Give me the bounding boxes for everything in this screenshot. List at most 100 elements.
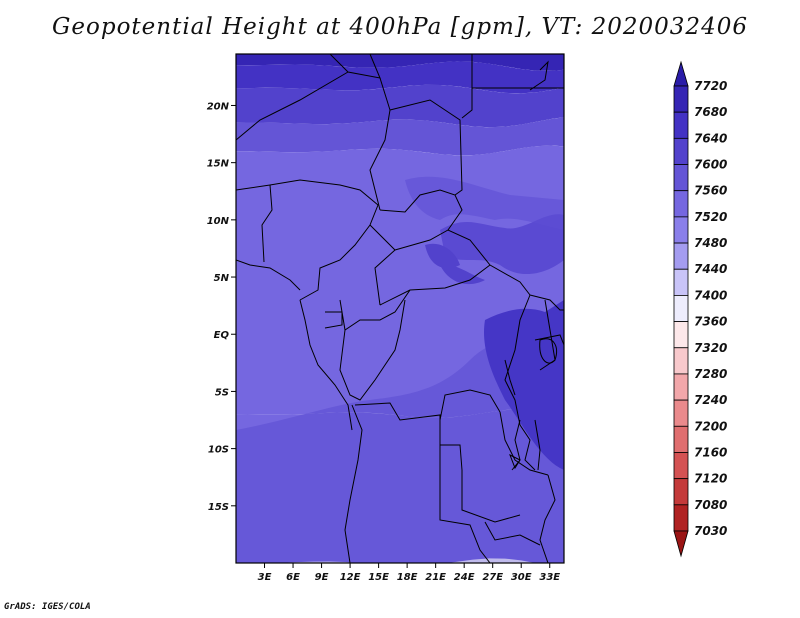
- colorbar-label: 7640: [694, 131, 727, 145]
- x-tick-label: 9E: [315, 572, 329, 583]
- height-band-patch: [440, 214, 564, 275]
- y-tick-label: 5N: [214, 273, 230, 284]
- colorbar-label: 7400: [694, 288, 727, 302]
- border-line: [344, 404, 363, 563]
- border-line: [394, 229, 531, 296]
- colorbar-label: 7520: [694, 210, 727, 224]
- map-frame: [235, 53, 565, 564]
- y-tick-label: 10S: [208, 445, 229, 456]
- border-line: [369, 77, 391, 211]
- colorbar-swatch: [673, 268, 689, 296]
- height-band: [236, 84, 564, 128]
- colorbar-swatch: [673, 347, 689, 375]
- x-tick-label: 27E: [482, 572, 503, 583]
- colorbar-label: 7120: [694, 472, 727, 486]
- border-line: [539, 474, 556, 563]
- height-band: [236, 54, 564, 71]
- height-band-patch: [405, 176, 564, 230]
- y-tick-label: 15S: [208, 502, 229, 513]
- x-tick-label: 21E: [425, 572, 446, 583]
- colorbar-label: 7480: [694, 236, 727, 250]
- border-line: [339, 299, 406, 401]
- border-line: [261, 184, 273, 263]
- colorbar-swatch: [673, 373, 689, 401]
- colorbar-label: 7360: [694, 315, 727, 329]
- colorbar-swatch: [673, 164, 689, 192]
- border-line: [499, 411, 549, 476]
- border-line: [439, 389, 501, 421]
- height-band-patches: [236, 176, 564, 563]
- colorbar-swatch: [673, 504, 689, 532]
- colorbar-label: 7720: [694, 79, 727, 93]
- height-band-patch: [484, 300, 564, 470]
- x-tick-label: 3E: [258, 572, 272, 583]
- lake-outline: [534, 419, 541, 471]
- colorbar-swatch: [673, 321, 689, 349]
- colorbar-swatch: [673, 295, 689, 322]
- height-band-patch: [425, 243, 460, 269]
- colorbar: [673, 60, 689, 558]
- coastline: [299, 299, 353, 431]
- colorbar-swatch: [673, 85, 689, 113]
- colorbar-label: 7080: [694, 498, 727, 512]
- height-band: [236, 409, 564, 563]
- border-line: [379, 189, 463, 231]
- border-line: [236, 179, 379, 206]
- colorbar-label: 7560: [694, 184, 727, 198]
- x-tick-label: 30E: [511, 572, 532, 583]
- border-line: [529, 294, 564, 311]
- border-line: [461, 470, 521, 523]
- colorbar-labels: 7720 7680 7640 7600 7560 7520 7480 7440 7400 7360…: [694, 79, 727, 538]
- height-band: [236, 117, 564, 156]
- border-line: [236, 71, 349, 141]
- colorbar-swatch: [673, 242, 689, 270]
- colorbar-label: 7320: [694, 341, 727, 355]
- height-band-patch: [440, 264, 485, 285]
- chart-title: Geopotential Height at 400hPa [gpm], VT:…: [52, 14, 748, 40]
- colorbar-swatch: [673, 452, 689, 480]
- colorbar-swatch: [673, 530, 689, 558]
- border-line: [439, 445, 491, 563]
- height-band-patch: [236, 340, 564, 563]
- colorbar-swatch: [673, 216, 689, 244]
- colorbar-label: 7280: [694, 367, 727, 381]
- colorbar-swatch: [673, 190, 689, 218]
- colorbar-swatch: [673, 478, 689, 506]
- colorbar-label: 7160: [694, 445, 727, 459]
- x-tick-label: 12E: [340, 572, 361, 583]
- colorbar-swatch: [673, 399, 689, 427]
- colorbar-swatch: [673, 111, 689, 139]
- colorbar-swatch: [673, 425, 689, 453]
- lake-outline: [511, 419, 521, 471]
- y-tick-label: 15N: [207, 159, 230, 170]
- border-line: [539, 299, 556, 371]
- colorbar-label: 7240: [694, 393, 727, 407]
- colorbar-label: 7200: [694, 419, 727, 433]
- border-line: [534, 334, 564, 346]
- y-axis-ticks: 20N 15N 10N 5N EQ 5S 10S 15S: [207, 101, 236, 513]
- country-borders: [236, 54, 564, 563]
- y-tick-label: EQ: [214, 330, 230, 341]
- x-tick-label: 6E: [286, 572, 300, 583]
- x-tick-label: 33E: [539, 572, 560, 583]
- border-line: [461, 54, 473, 119]
- border-line: [236, 259, 301, 291]
- border-line: [389, 99, 463, 196]
- credit-label: GrADS: IGES/COLA: [4, 602, 91, 612]
- colorbar-label: 7440: [694, 262, 727, 276]
- colorbar-label: 7030: [694, 524, 727, 538]
- colorbar-swatch: [673, 60, 689, 87]
- colorbar-label: 7680: [694, 105, 727, 119]
- y-tick-label: 5S: [215, 387, 229, 398]
- border-line: [354, 402, 463, 471]
- map-plot-area: [236, 54, 564, 563]
- border-line: [504, 294, 531, 426]
- y-tick-label: 10N: [207, 216, 230, 227]
- border-line: [484, 521, 541, 546]
- border-line: [324, 311, 343, 329]
- border-line: [329, 54, 381, 79]
- coastline: [529, 60, 549, 91]
- border-line: [519, 424, 536, 471]
- lake-outline: [539, 338, 557, 364]
